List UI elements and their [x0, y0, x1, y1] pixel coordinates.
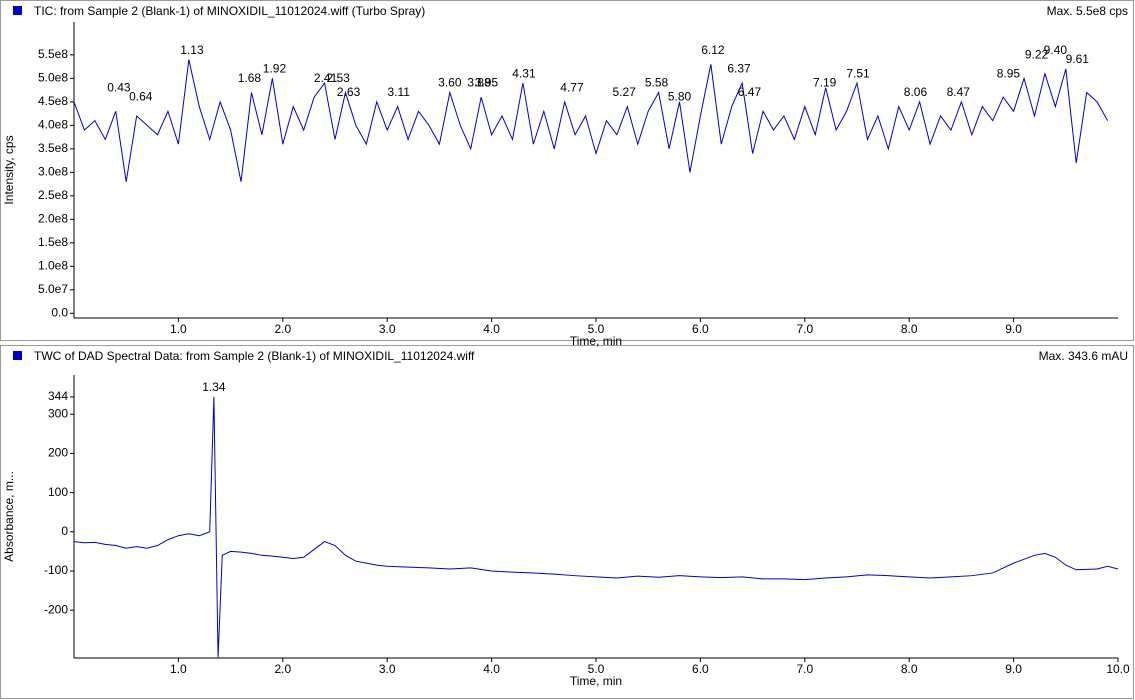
y-axis-label: Intensity, cps — [2, 135, 16, 204]
y-tick-label: -200 — [44, 602, 68, 616]
peak-label: 5.58 — [645, 76, 669, 90]
x-tick-label: 6.0 — [692, 322, 709, 336]
peak-label: 9.40 — [1044, 43, 1068, 57]
x-tick-label: 2.0 — [274, 322, 291, 336]
y-tick-label: 300 — [48, 406, 68, 420]
x-axis-label: Time, min — [570, 334, 622, 348]
peak-label: 1.92 — [263, 62, 287, 76]
peak-label: 2.63 — [337, 85, 361, 99]
y-tick-label: 200 — [48, 446, 68, 460]
x-tick-label: 8.0 — [901, 662, 918, 676]
peak-label: 0.64 — [129, 90, 153, 104]
y-tick-label: 5.0e8 — [38, 71, 68, 85]
peak-label: 6.37 — [727, 62, 751, 76]
peak-label: 7.19 — [813, 76, 837, 90]
y-tick-label: 344 — [48, 389, 68, 403]
x-tick-label: 8.0 — [901, 322, 918, 336]
x-tick-label: 7.0 — [796, 662, 813, 676]
y-tick-label: -100 — [44, 563, 68, 577]
x-tick-label: 7.0 — [796, 322, 813, 336]
max-label: Max. 343.6 mAU — [1039, 349, 1128, 363]
x-tick-label: 3.0 — [379, 662, 396, 676]
y-tick-label: 1.0e8 — [38, 258, 68, 272]
x-tick-label: 5.0 — [588, 322, 605, 336]
panel-icon — [13, 6, 22, 15]
peak-label: 4.31 — [512, 66, 536, 80]
peak-label: 6.47 — [738, 85, 762, 99]
x-tick-label: 6.0 — [692, 662, 709, 676]
peak-label: 1.34 — [202, 380, 226, 394]
y-tick-label: 100 — [48, 485, 68, 499]
x-tick-label: 1.0 — [170, 662, 187, 676]
max-label: Max. 5.5e8 cps — [1047, 4, 1128, 18]
y-tick-label: 5.5e8 — [38, 47, 68, 61]
x-tick-label: 9.0 — [1005, 322, 1022, 336]
x-axis-label: Time, min — [570, 674, 622, 688]
x-tick-label: 3.0 — [379, 322, 396, 336]
y-tick-label: 4.0e8 — [38, 118, 68, 132]
trace — [73, 59, 1108, 182]
peak-label: 5.80 — [668, 90, 692, 104]
y-tick-label: 2.0e8 — [38, 212, 68, 226]
x-tick-label: 9.0 — [1005, 662, 1022, 676]
y-tick-label: 3.5e8 — [38, 141, 68, 155]
y-tick-label: 1.5e8 — [38, 235, 68, 249]
peak-label: 6.12 — [701, 43, 725, 57]
peak-label: 1.13 — [180, 43, 204, 57]
y-tick-label: 2.5e8 — [38, 188, 68, 202]
peak-label: 9.61 — [1066, 52, 1090, 66]
peak-label: 2.41 — [314, 71, 338, 85]
y-tick-label: 3.0e8 — [38, 165, 68, 179]
trace — [73, 396, 1119, 658]
peak-label: 2.53 — [326, 71, 350, 85]
peak-label: 4.77 — [560, 80, 584, 94]
panel-frame — [0, 0, 1134, 341]
peak-label: 8.06 — [904, 85, 928, 99]
peak-label: 3.11 — [387, 85, 410, 99]
y-tick-label: 5.0e7 — [38, 282, 68, 296]
peak-label: 8.95 — [997, 66, 1021, 80]
peak-label: 0.43 — [107, 80, 131, 94]
y-axis-label: Absorbance, m... — [2, 471, 16, 562]
y-tick-label: 4.5e8 — [38, 94, 68, 108]
peak-label: 7.51 — [846, 66, 870, 80]
peak-label: 5.27 — [613, 85, 637, 99]
x-tick-label: 4.0 — [483, 322, 500, 336]
peak-label: 8.47 — [947, 85, 971, 99]
peak-label: 3.60 — [438, 76, 462, 90]
panel-frame — [0, 345, 1134, 699]
y-tick-label: 0 — [61, 524, 68, 538]
peak-label: 1.68 — [238, 71, 262, 85]
panel-title: TIC: from Sample 2 (Blank-1) of MINOXIDI… — [34, 4, 425, 18]
peak-label: 3.95 — [475, 76, 499, 90]
panel-title: TWC of DAD Spectral Data: from Sample 2 … — [34, 349, 475, 363]
y-tick-label: 0.0 — [51, 305, 68, 319]
peak-label: 3.88 — [467, 76, 491, 90]
panel-icon — [13, 351, 22, 360]
x-tick-label: 1.0 — [170, 322, 187, 336]
x-tick-label: 2.0 — [274, 662, 291, 676]
x-tick-label: 10.0 — [1106, 662, 1130, 676]
x-tick-label: 5.0 — [588, 662, 605, 676]
x-tick-label: 4.0 — [483, 662, 500, 676]
peak-label: 9.22 — [1025, 47, 1049, 61]
